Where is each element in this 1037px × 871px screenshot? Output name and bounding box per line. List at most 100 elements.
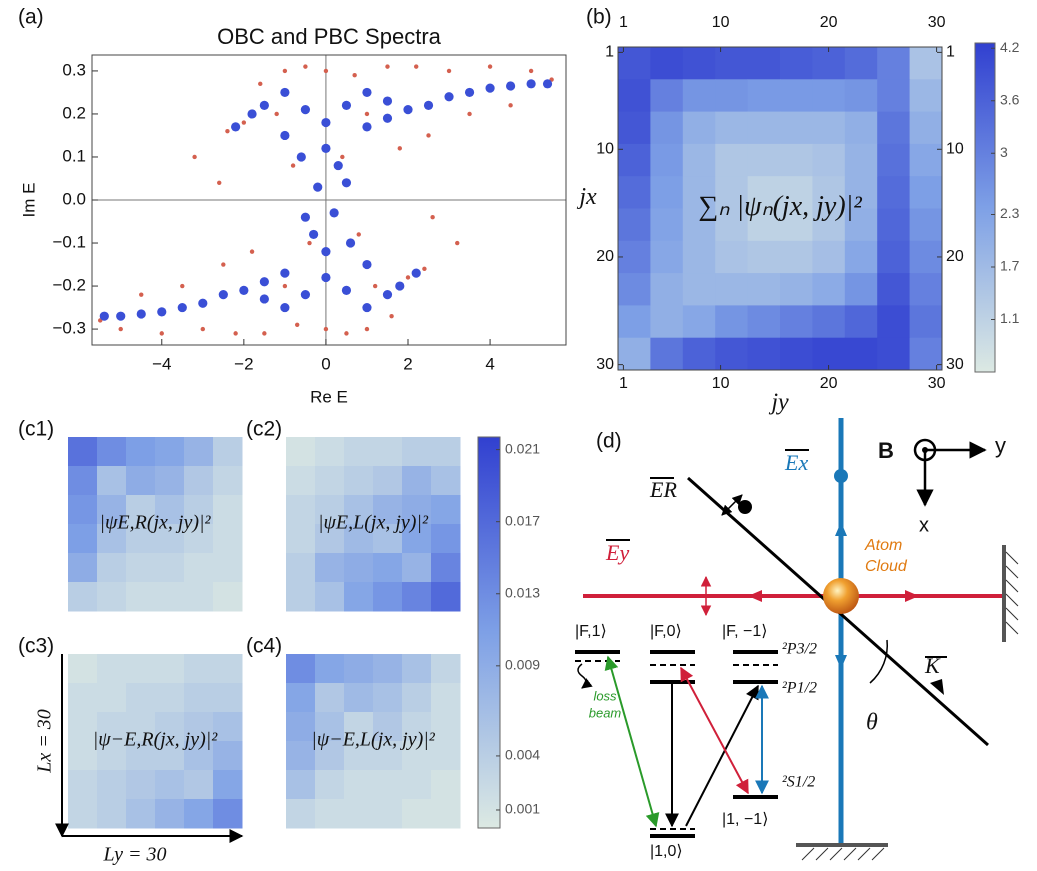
- x-tick-label: 20: [820, 14, 838, 31]
- colorbar-tick-label: 2.3: [1000, 205, 1020, 221]
- point: [362, 259, 372, 270]
- cell: [682, 47, 716, 80]
- cell: [780, 47, 813, 80]
- point: [403, 105, 413, 115]
- label: B: [878, 438, 894, 463]
- cell: [431, 466, 461, 496]
- y-tick-label: 0.2: [62, 103, 86, 122]
- cell: [184, 553, 214, 583]
- point: [99, 311, 109, 321]
- cell: [780, 240, 813, 274]
- point: [333, 160, 343, 171]
- cell: [126, 712, 156, 742]
- cell: [155, 466, 185, 496]
- colorbar: [974, 42, 996, 373]
- cell: [97, 770, 127, 800]
- cell: [650, 305, 684, 339]
- cell: [155, 524, 185, 554]
- cell: [747, 79, 781, 113]
- cell: [344, 654, 374, 684]
- point: [352, 73, 357, 78]
- cell: [373, 495, 403, 525]
- cell: [747, 47, 781, 80]
- cell: [715, 305, 749, 339]
- point: [508, 103, 513, 108]
- annotation: |ψE,L(jx, jy)|²: [318, 512, 429, 534]
- point: [382, 96, 393, 106]
- cell: [877, 111, 911, 145]
- x-axis-label: Ly = 30: [103, 844, 167, 866]
- cell: [315, 741, 345, 771]
- cell: [68, 582, 98, 612]
- cell: [909, 111, 943, 145]
- plot-frame: [91, 54, 567, 346]
- cell: [68, 741, 98, 771]
- vector-arrows: [606, 449, 947, 658]
- cell: [812, 143, 846, 177]
- point: [321, 117, 331, 128]
- cell: [68, 770, 98, 800]
- y-tick-label: −0.1: [52, 233, 86, 252]
- point: [382, 290, 393, 300]
- point: [362, 302, 372, 313]
- point: [303, 64, 308, 69]
- point: [259, 277, 269, 287]
- label: ²S1/2: [782, 774, 815, 791]
- cell: [213, 524, 243, 554]
- point: [177, 302, 187, 313]
- cell: [155, 799, 185, 829]
- x-axis-label: jy: [768, 390, 789, 416]
- cell: [844, 240, 878, 274]
- cell: [97, 683, 127, 713]
- cell: [877, 176, 911, 209]
- y-tick-label: 0.3: [62, 60, 86, 79]
- cell: [877, 208, 911, 242]
- point: [385, 64, 390, 69]
- cell: [402, 683, 432, 713]
- cell: [431, 437, 461, 467]
- cell: [812, 176, 846, 209]
- cell: [68, 553, 98, 583]
- point: [225, 128, 230, 134]
- point: [356, 232, 361, 237]
- cell: [315, 553, 345, 583]
- point: [116, 311, 126, 321]
- cell: [184, 437, 214, 467]
- x-tick-label: 10: [712, 375, 730, 392]
- label: y: [995, 433, 1006, 458]
- cell: [213, 741, 243, 771]
- cell: [844, 111, 878, 145]
- annotation: ∑ₙ |ψₙ(jx, jy)|²: [698, 191, 862, 222]
- point: [309, 229, 319, 240]
- label: |1,0⟩: [650, 843, 683, 860]
- cell: [682, 305, 716, 339]
- cell: [213, 466, 243, 496]
- cell: [344, 437, 374, 467]
- cell: [213, 582, 243, 612]
- point: [340, 154, 345, 160]
- cell: [909, 208, 943, 242]
- x-tick-label: 1: [619, 375, 628, 392]
- label: Atom: [864, 537, 902, 554]
- cell: [909, 273, 943, 306]
- point: [280, 268, 290, 278]
- cell: [344, 495, 374, 525]
- cell: [286, 466, 316, 496]
- cell: [97, 712, 127, 742]
- cell: [402, 553, 432, 583]
- cell: [126, 495, 156, 525]
- cell: [431, 495, 461, 525]
- label: |F,1⟩: [575, 623, 607, 640]
- x-tick-label: −2: [234, 354, 253, 373]
- cell: [344, 770, 374, 800]
- point: [280, 130, 290, 141]
- point: [239, 285, 249, 295]
- cell: [155, 437, 185, 467]
- label: Cloud: [865, 558, 908, 575]
- cell: [402, 524, 432, 554]
- y-axis-label: Im E: [19, 183, 38, 218]
- cell: [682, 79, 716, 113]
- point: [467, 111, 472, 117]
- cell: [715, 273, 749, 306]
- cell: [126, 582, 156, 612]
